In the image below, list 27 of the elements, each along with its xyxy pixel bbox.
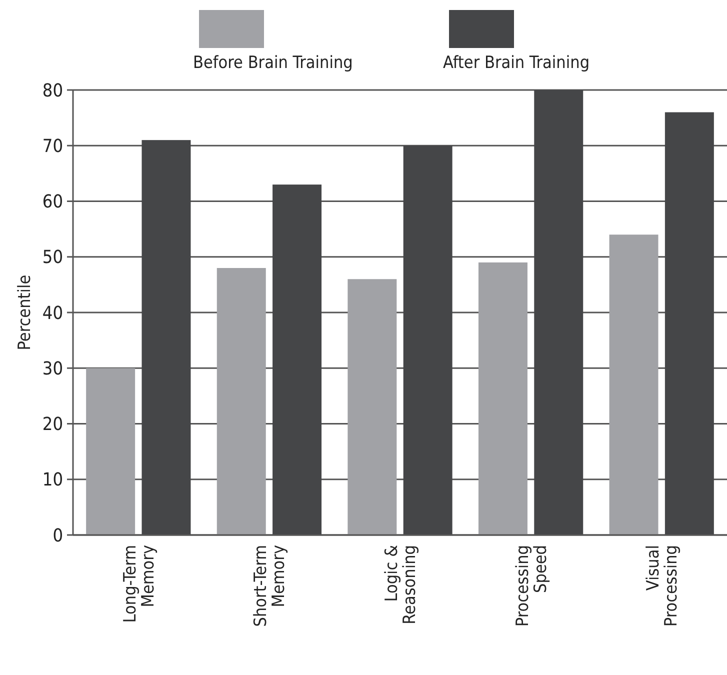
legend-label: After Brain Training xyxy=(443,53,590,73)
x-tick-label: Processing Speed xyxy=(512,545,551,627)
y-tick-label: 20 xyxy=(42,414,63,436)
y-tick-label: 70 xyxy=(42,136,63,157)
bar xyxy=(348,279,397,535)
y-tick-label: 0 xyxy=(52,525,63,546)
y-tick-label: 40 xyxy=(42,302,63,324)
x-tick-label: Logic & Reasoning xyxy=(382,544,420,624)
bar xyxy=(142,140,191,535)
y-tick-label: 10 xyxy=(42,470,63,491)
bar xyxy=(86,368,136,535)
x-tick-label: Long-Term Memory xyxy=(120,545,158,623)
bar xyxy=(534,90,584,535)
bar xyxy=(478,262,528,535)
bar xyxy=(272,184,322,535)
x-tick-label: Short-Term Memory xyxy=(251,545,290,627)
legend-label: Before Brain Training xyxy=(193,53,353,73)
x-tick-label: Visual Processing xyxy=(644,545,682,627)
y-tick-label: 50 xyxy=(42,247,63,268)
y-axis-title: Percentile xyxy=(14,274,35,350)
bar xyxy=(216,268,266,535)
y-tick-label: 60 xyxy=(42,192,63,213)
bar xyxy=(403,146,452,535)
bar xyxy=(609,234,658,535)
bar xyxy=(664,112,714,535)
y-tick-label: 30 xyxy=(42,358,63,380)
y-tick-label: 80 xyxy=(42,80,63,102)
